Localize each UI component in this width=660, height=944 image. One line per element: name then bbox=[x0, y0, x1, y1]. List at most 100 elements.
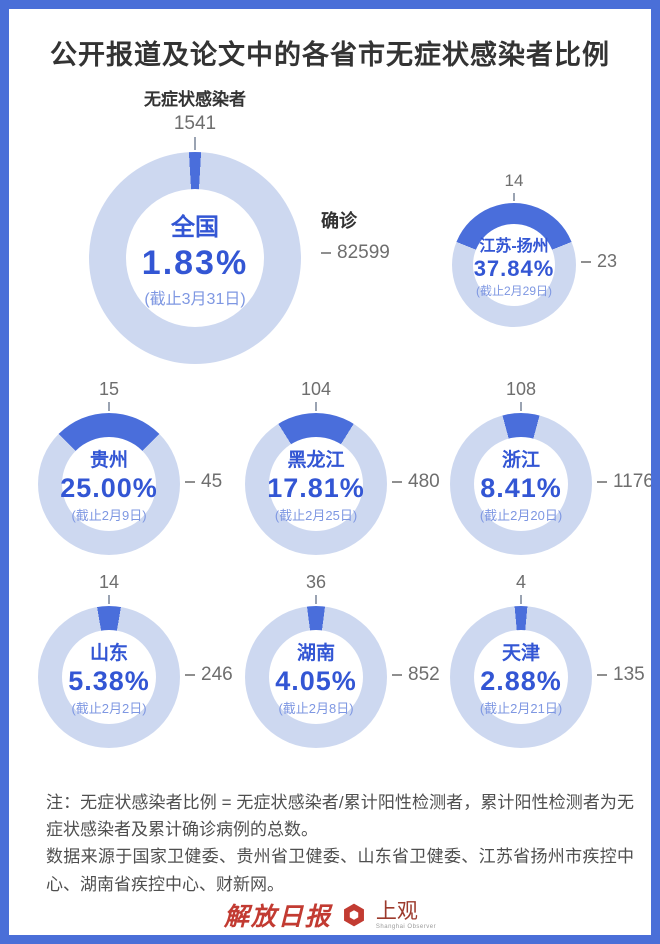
region-name: 天津 bbox=[501, 642, 540, 664]
shobserver-hexagon-icon bbox=[343, 903, 364, 927]
as-of-date: (截止2月9日) bbox=[71, 507, 147, 523]
publisher-logo: 解放日报 上观 Shanghai Observer bbox=[9, 897, 651, 933]
percent-value: 4.05% bbox=[275, 665, 357, 696]
confirmed-count: 246 bbox=[201, 664, 233, 685]
jiefang-daily-wordmark: 解放日报 bbox=[223, 902, 332, 931]
confirmed-count: 1176 bbox=[613, 471, 654, 492]
leader-line-top bbox=[108, 402, 110, 411]
donut-cell-guizhou: 15 贵州 25.00% (截止2月9日) 45 bbox=[38, 379, 222, 555]
leader-line-side bbox=[185, 674, 195, 676]
leader-line-side bbox=[392, 481, 402, 483]
confirmed-count-row: 480 bbox=[392, 471, 440, 493]
donut-hole: 贵州 25.00% (截止2月9日) bbox=[60, 437, 158, 531]
confirmed-count: 852 bbox=[408, 664, 440, 685]
donut-cell-national: 无症状感染者 1541 全国 1.83% (截止3月31日) 确诊 82599 bbox=[89, 85, 390, 364]
leader-line-top bbox=[315, 402, 317, 411]
donut-ring: 黑龙江 17.81% (截止2月25日) bbox=[245, 413, 387, 555]
donut-hole: 湖南 4.05% (截止2月8日) bbox=[269, 630, 363, 724]
percent-value: 1.83% bbox=[141, 244, 249, 282]
donut-hole: 浙江 8.41% (截止2月20日) bbox=[474, 437, 568, 531]
footnote-definition: 注：无症状感染者比例 = 无症状感染者/累计阳性检测者，累计阳性检测者为无症状感… bbox=[46, 793, 634, 840]
asymptomatic-count: 108 bbox=[505, 379, 537, 399]
footnote-block: 注：无症状感染者比例 = 无症状感染者/累计阳性检测者，累计阳性检测者为无症状感… bbox=[46, 789, 634, 898]
shanghai-observer-label: Shanghai Observer bbox=[375, 923, 437, 930]
region-name: 浙江 bbox=[501, 449, 540, 471]
donut-hole: 黑龙江 17.81% (截止2月25日) bbox=[267, 437, 365, 531]
donut-hole: 天津 2.88% (截止2月21日) bbox=[474, 630, 568, 724]
as-of-date: (截止2月20日) bbox=[479, 507, 563, 523]
donut-ring: 贵州 25.00% (截止2月9日) bbox=[38, 413, 180, 555]
region-name: 山东 bbox=[89, 642, 128, 664]
donut-ring: 浙江 8.41% (截止2月20日) bbox=[450, 413, 592, 555]
page-title: 公开报道及论文中的各省市无症状感染者比例 bbox=[50, 40, 610, 70]
confirmed-count-row: 1176 bbox=[597, 471, 654, 493]
leader-line-side bbox=[392, 674, 402, 676]
asymptomatic-count: 15 bbox=[98, 379, 120, 399]
donut-ring: 天津 2.88% (截止2月21日) bbox=[450, 606, 592, 748]
donut-ring-national: 全国 1.83% (截止3月31日) bbox=[89, 152, 301, 364]
donut-hole: 山东 5.38% (截止2月2日) bbox=[62, 630, 156, 724]
leader-line-top bbox=[513, 193, 515, 201]
leader-line-side bbox=[185, 481, 195, 483]
leader-line-side bbox=[581, 260, 591, 263]
donut-cell-zhejiang: 108 浙江 8.41% (截止2月20日) 1176 bbox=[450, 379, 651, 555]
confirmed-legend-label: 确诊 bbox=[321, 211, 357, 231]
donut-hole: 江苏-扬州 37.84% (截止2月29日) bbox=[473, 224, 555, 306]
leader-line-top bbox=[315, 595, 317, 604]
confirmed-count-row: 852 bbox=[392, 664, 440, 686]
as-of-date: (截止2月25日) bbox=[274, 507, 358, 523]
leader-line-side bbox=[597, 674, 607, 676]
shangguan-label: 上观 bbox=[375, 898, 418, 923]
leader-line-top bbox=[520, 595, 522, 604]
footnote-sources: 数据来源于国家卫健委、贵州省卫健委、山东省卫健委、江苏省扬州市疾控中心、湖南省疾… bbox=[46, 847, 634, 894]
percent-value: 2.88% bbox=[480, 665, 562, 696]
region-name: 全国 bbox=[171, 214, 219, 241]
percent-value: 5.38% bbox=[68, 665, 150, 696]
leader-line-side bbox=[597, 481, 607, 483]
confirmed-count-row: 23 bbox=[581, 251, 617, 272]
asymptomatic-legend-label: 无症状感染者 bbox=[144, 90, 246, 109]
donut-ring: 湖南 4.05% (截止2月8日) bbox=[245, 606, 387, 748]
leader-line-top bbox=[520, 402, 522, 411]
confirmed-count: 45 bbox=[201, 471, 223, 492]
as-of-date: (截止2月29日) bbox=[475, 283, 552, 298]
donut-ring: 山东 5.38% (截止2月2日) bbox=[38, 606, 180, 748]
leader-line-top bbox=[194, 137, 196, 150]
donut-ring: 江苏-扬州 37.84% (截止2月29日) bbox=[452, 203, 576, 327]
as-of-date: (截止2月8日) bbox=[278, 700, 354, 716]
donut-cell-heilongjiang: 104 黑龙江 17.81% (截止2月25日) 480 bbox=[245, 379, 440, 555]
donut-cell-jiangsu-yangzhou: 14 江苏-扬州 37.84% (截止2月29日) 23 bbox=[452, 171, 617, 327]
donut-hole: 全国 1.83% (截止3月31日) bbox=[126, 189, 264, 327]
donut-cell-shandong: 14 山东 5.38% (截止2月2日) 246 bbox=[38, 572, 233, 748]
confirmed-count-row: 246 bbox=[185, 664, 233, 686]
percent-value: 25.00% bbox=[60, 472, 158, 503]
percent-value: 8.41% bbox=[480, 472, 562, 503]
confirmed-count: 82599 bbox=[337, 242, 390, 263]
as-of-date: (截止3月31日) bbox=[144, 291, 246, 308]
leader-line-side bbox=[321, 252, 331, 254]
leader-line-top bbox=[108, 595, 110, 604]
region-name: 黑龙江 bbox=[287, 449, 345, 471]
percent-value: 17.81% bbox=[267, 472, 365, 503]
donut-cell-hunan: 36 湖南 4.05% (截止2月8日) 852 bbox=[245, 572, 440, 748]
percent-value: 37.84% bbox=[473, 255, 555, 281]
confirmed-legend: 确诊 82599 bbox=[321, 207, 481, 264]
asymptomatic-count: 14 bbox=[504, 171, 524, 190]
as-of-date: (截止2月21日) bbox=[479, 700, 563, 716]
asymptomatic-count: 36 bbox=[305, 572, 327, 592]
confirmed-count: 23 bbox=[597, 251, 618, 271]
confirmed-count: 135 bbox=[613, 664, 645, 685]
asymptomatic-count: 1541 bbox=[173, 113, 217, 134]
region-name: 贵州 bbox=[89, 449, 128, 471]
shobserver-wordmark: 上观 Shanghai Observer bbox=[375, 898, 437, 930]
donut-cell-tianjin: 4 天津 2.88% (截止2月21日) 135 bbox=[450, 572, 645, 748]
confirmed-count-row: 135 bbox=[597, 664, 645, 686]
region-name: 江苏-扬州 bbox=[479, 237, 549, 255]
as-of-date: (截止2月2日) bbox=[71, 700, 147, 716]
asymptomatic-count: 104 bbox=[300, 379, 332, 399]
region-name: 湖南 bbox=[296, 642, 335, 664]
confirmed-count-row: 45 bbox=[185, 471, 222, 493]
confirmed-count: 480 bbox=[408, 471, 440, 492]
asymptomatic-count: 14 bbox=[98, 572, 120, 592]
